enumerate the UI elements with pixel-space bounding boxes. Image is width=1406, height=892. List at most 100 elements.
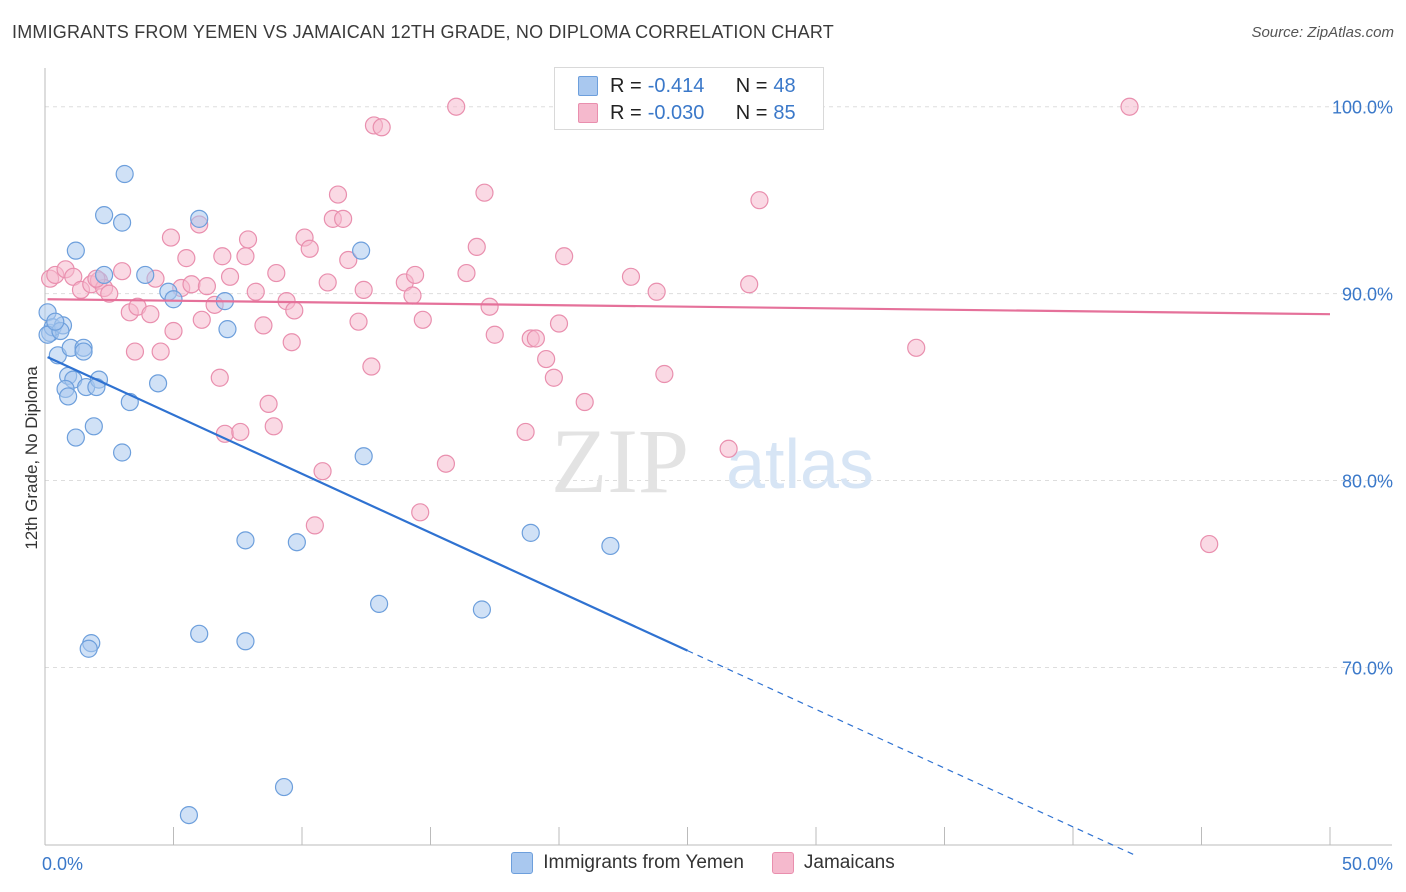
trend-lines <box>47 298 1331 857</box>
yemen-trend-extension <box>687 650 1138 857</box>
yemen-point <box>59 387 78 406</box>
y-tick-label: 70.0% <box>1342 658 1393 678</box>
n-label: N = <box>735 101 768 124</box>
x-tick-label: 50.0% <box>1342 854 1393 874</box>
legend-swatch-jamaicans <box>771 852 794 874</box>
r-label: R = <box>610 101 642 124</box>
yemen-point <box>521 523 540 542</box>
r-label: R = <box>610 74 642 97</box>
jamaican-point <box>285 301 304 320</box>
legend-swatch-yemen <box>511 852 534 874</box>
yemen-point <box>190 209 209 228</box>
n-value: 85 <box>773 101 796 124</box>
jamaican-point <box>467 237 486 257</box>
jamaican-point <box>164 321 183 341</box>
r-value: -0.030 <box>647 101 705 124</box>
legend-label-jamaicans: Jamaicans <box>803 852 895 873</box>
jamaican-point <box>254 316 273 335</box>
jamaican-point <box>339 250 358 270</box>
yemen-point <box>46 312 65 331</box>
jamaican-point <box>161 228 181 247</box>
jamaican-point <box>485 325 504 344</box>
jamaican-point <box>544 368 563 387</box>
jamaican-point <box>647 282 666 301</box>
jamaican-point <box>259 394 278 414</box>
yemen-point <box>370 594 389 613</box>
jamaican-point <box>210 368 229 387</box>
yemen-point <box>136 265 155 285</box>
jamaican-point <box>264 417 283 436</box>
legend-label-yemen: Immigrants from Yemen <box>543 852 744 873</box>
yemen-point <box>287 533 306 552</box>
yemen-point <box>66 428 85 447</box>
watermark: ZIP atlas <box>551 410 874 512</box>
yemen-point <box>95 206 114 225</box>
jamaican-point <box>740 275 759 294</box>
y-grid-lines <box>45 106 1392 668</box>
jamaican-point <box>125 342 145 361</box>
x-tick-label: 0.0% <box>42 854 83 874</box>
yemen-point <box>115 164 134 184</box>
jamaican-point <box>403 286 422 305</box>
yemen-trend-line <box>47 356 688 652</box>
jamaican-point <box>192 310 211 329</box>
jamaican-point <box>537 349 556 369</box>
jamaican-point <box>213 247 232 266</box>
jamaican-point <box>457 263 476 283</box>
stats-row-yemen: R = -0.414 N = 48 <box>555 72 796 100</box>
watermark-zip: ZIP <box>551 410 689 512</box>
series-blue-points <box>38 164 620 825</box>
tick-labels: 100.0% 90.0% 80.0% 70.0% 0.0% 50.0% <box>42 98 1393 874</box>
yemen-point <box>352 241 371 260</box>
yemen-point <box>472 600 491 619</box>
yemen-point <box>190 624 209 643</box>
watermark-atlas: atlas <box>726 425 874 503</box>
jamaican-point <box>362 357 381 376</box>
jamaican-point <box>151 342 170 361</box>
legend-item-yemen[interactable]: Immigrants from Yemen <box>511 852 744 874</box>
yemen-point <box>164 290 183 309</box>
axes <box>44 68 1392 846</box>
yemen-point <box>112 443 132 462</box>
legend-item-jamaicans[interactable]: Jamaicans <box>771 852 895 874</box>
jamaican-point <box>112 262 132 281</box>
yemen-point <box>79 639 98 658</box>
chart-title: IMMIGRANTS FROM YEMEN VS JAMAICAN 12TH G… <box>12 22 834 42</box>
series-pink-points <box>41 97 1219 554</box>
jamaican-point <box>305 516 324 535</box>
yemen-swatch <box>578 76 598 96</box>
jamaican-point <box>750 191 769 210</box>
yemen-point <box>95 265 114 285</box>
jamaican-point <box>328 185 348 204</box>
jamaican-point <box>1200 534 1219 554</box>
jamaican-point <box>719 439 738 458</box>
jamaican-point <box>100 284 119 303</box>
jamaican-point <box>436 454 456 473</box>
jamaican-point <box>526 329 545 348</box>
jamaican-point <box>372 118 391 137</box>
jamaican-point <box>236 247 255 266</box>
yemen-point <box>218 320 237 339</box>
jamaican-point <box>480 297 499 316</box>
jamaican-point <box>313 462 332 481</box>
jamaican-point <box>177 249 196 268</box>
jamaican-point <box>354 280 373 299</box>
jamaican-point <box>182 275 201 294</box>
r-value: -0.414 <box>647 74 705 97</box>
jamaican-point <box>1120 97 1139 116</box>
jamaican-point <box>318 273 337 292</box>
jamaican-point <box>141 305 160 324</box>
jamaican-point <box>555 247 574 266</box>
yemen-point <box>236 531 255 550</box>
jamaicans-swatch <box>578 103 598 123</box>
jamaican-point <box>411 503 430 522</box>
jamaican-point <box>197 277 217 296</box>
jamaican-point <box>282 333 301 352</box>
jamaican-point <box>655 364 674 384</box>
yemen-point <box>179 805 199 825</box>
jamaican-point <box>907 338 926 357</box>
n-value: 48 <box>773 74 796 97</box>
yemen-point <box>148 374 168 393</box>
yemen-point <box>74 342 93 361</box>
jamaican-point <box>413 310 432 329</box>
